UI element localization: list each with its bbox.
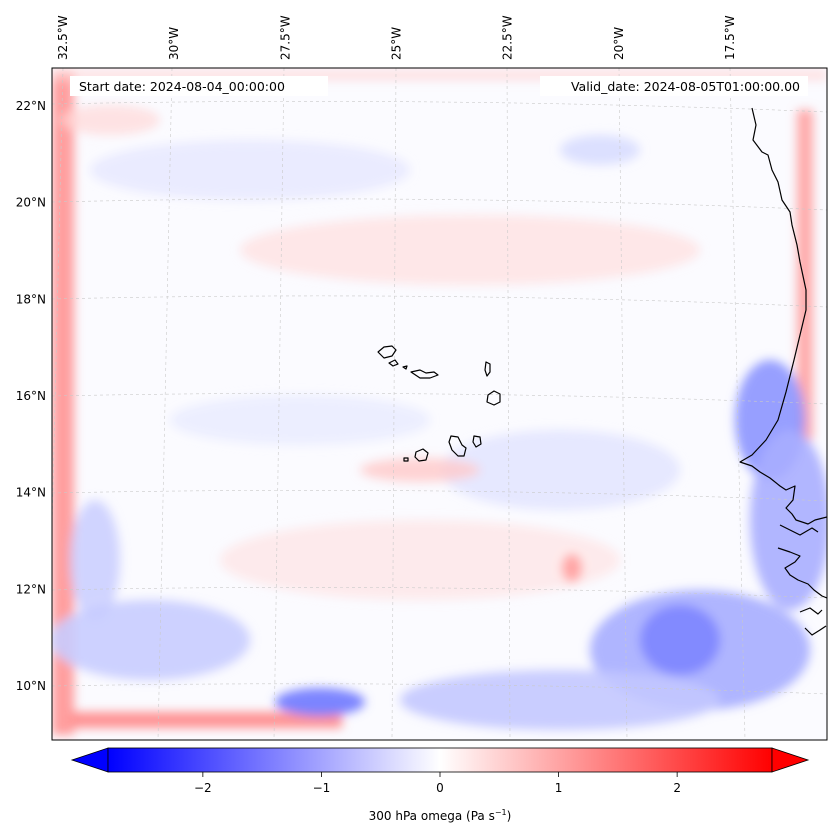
map-panel: Start date: 2024-08-04_00:00:00 Valid_da… (52, 68, 827, 740)
island-brava (403, 457, 409, 462)
lat-label: 20°N (16, 196, 46, 210)
colorbar-tick-label: −2 (194, 781, 212, 795)
weak-negative-mid (170, 395, 430, 445)
boundary-west-positive (52, 70, 74, 735)
colorbar-label-main: 300 hPa omega (Pa s (369, 809, 495, 823)
island-sao-vicente (388, 359, 399, 367)
positive-cell-east (562, 554, 582, 582)
gridline-lon-20 (618, 68, 628, 740)
negative-southwest (52, 600, 250, 680)
lon-label: 20°W (612, 27, 626, 60)
island-boa-vista (486, 390, 501, 406)
lon-label: 30°W (167, 27, 181, 60)
negative-east-band (750, 430, 827, 610)
valid-date-box (540, 76, 808, 96)
lat-label: 18°N (16, 292, 46, 306)
lat-label: 10°N (16, 679, 46, 693)
lon-label: 27.5°W (278, 15, 292, 60)
weak-positive-center (220, 520, 620, 600)
island-fogo (414, 448, 429, 462)
coastline-west-africa (739, 107, 827, 636)
colorbar-extend-max (771, 747, 810, 773)
start-date-box (70, 76, 328, 96)
colorbar-label-end: ) (507, 809, 512, 823)
omega-field (52, 70, 827, 735)
gridline-lat-20 (52, 198, 827, 211)
colorbar-label: 300 hPa omega (Pa s−1) (369, 808, 512, 823)
gridline-lat-12 (52, 587, 827, 599)
colorbar-label-sup: −1 (495, 808, 507, 817)
colorbar-tick-label: 0 (436, 781, 444, 795)
gridline-lat-18 (52, 295, 827, 308)
lat-label: 12°N (16, 582, 46, 596)
coastlines (377, 107, 827, 636)
lon-label: 32.5°W (56, 15, 70, 60)
positive-cell-center (360, 458, 480, 482)
colorbar-tick-label: 1 (555, 781, 563, 795)
lon-label: 17.5°W (723, 15, 737, 60)
gridline-lon-17-5 (729, 68, 746, 740)
gridline-lon-25 (391, 68, 397, 740)
lat-label: 22°N (16, 99, 46, 113)
island-sal (484, 361, 491, 377)
latitude-labels: 22°N 20°N 18°N 16°N 14°N 12°N 10°N (16, 99, 46, 693)
colorbar-tick-label: 2 (673, 781, 681, 795)
weak-positive-north (240, 215, 700, 285)
gridline-lon-22-5 (506, 68, 511, 740)
negative-west-band (70, 500, 120, 620)
map-border (51, 67, 828, 741)
colorbar-body (107, 747, 773, 773)
start-date-label: Start date: 2024-08-04_00:00:00 (79, 79, 285, 94)
weak-negative-northwest (90, 140, 410, 200)
lon-label: 25°W (390, 27, 404, 60)
gridline-lon-30 (157, 68, 173, 740)
island-santo-antao (377, 345, 397, 359)
gridline-lat-10 (52, 683, 827, 695)
positive-cell-west (60, 105, 160, 135)
lat-label: 16°N (16, 389, 46, 403)
negative-cell-north (560, 135, 640, 165)
weak-negative-center (440, 430, 680, 510)
negative-south-core (275, 688, 365, 716)
island-maio (472, 435, 482, 448)
lon-label: 22.5°W (501, 15, 515, 60)
gridline-lon-32-5 (52, 68, 64, 543)
island-santa-luzia (402, 365, 408, 370)
gridline-lon-27-5 (273, 68, 285, 740)
lat-label: 14°N (16, 486, 46, 500)
gridline-lat-22 (52, 101, 827, 113)
island-sao-nicolau (410, 369, 439, 379)
gridline-lat-14 (52, 490, 827, 502)
colorbar-extend-min (70, 747, 109, 773)
longitude-labels: 32.5°W 30°W 27.5°W 25°W 22.5°W 20°W 17.5°W (56, 15, 737, 60)
gridline-lat-16 (52, 393, 827, 405)
boundary-north-positive (52, 70, 827, 80)
colorbar: −2 −1 0 1 2 300 hPa omega (Pa s−1) (70, 747, 810, 823)
gridlines (52, 68, 827, 740)
valid-date-label: Valid_date: 2024-08-05T01:00:00.00 (571, 79, 800, 94)
colorbar-tick-label: −1 (313, 781, 331, 795)
colorbar-ticks: −2 −1 0 1 2 (194, 772, 681, 795)
negative-south-band (400, 670, 720, 730)
negative-southeast-core (640, 605, 720, 675)
boundary-east-positive (797, 110, 813, 440)
island-santiago (448, 435, 467, 457)
